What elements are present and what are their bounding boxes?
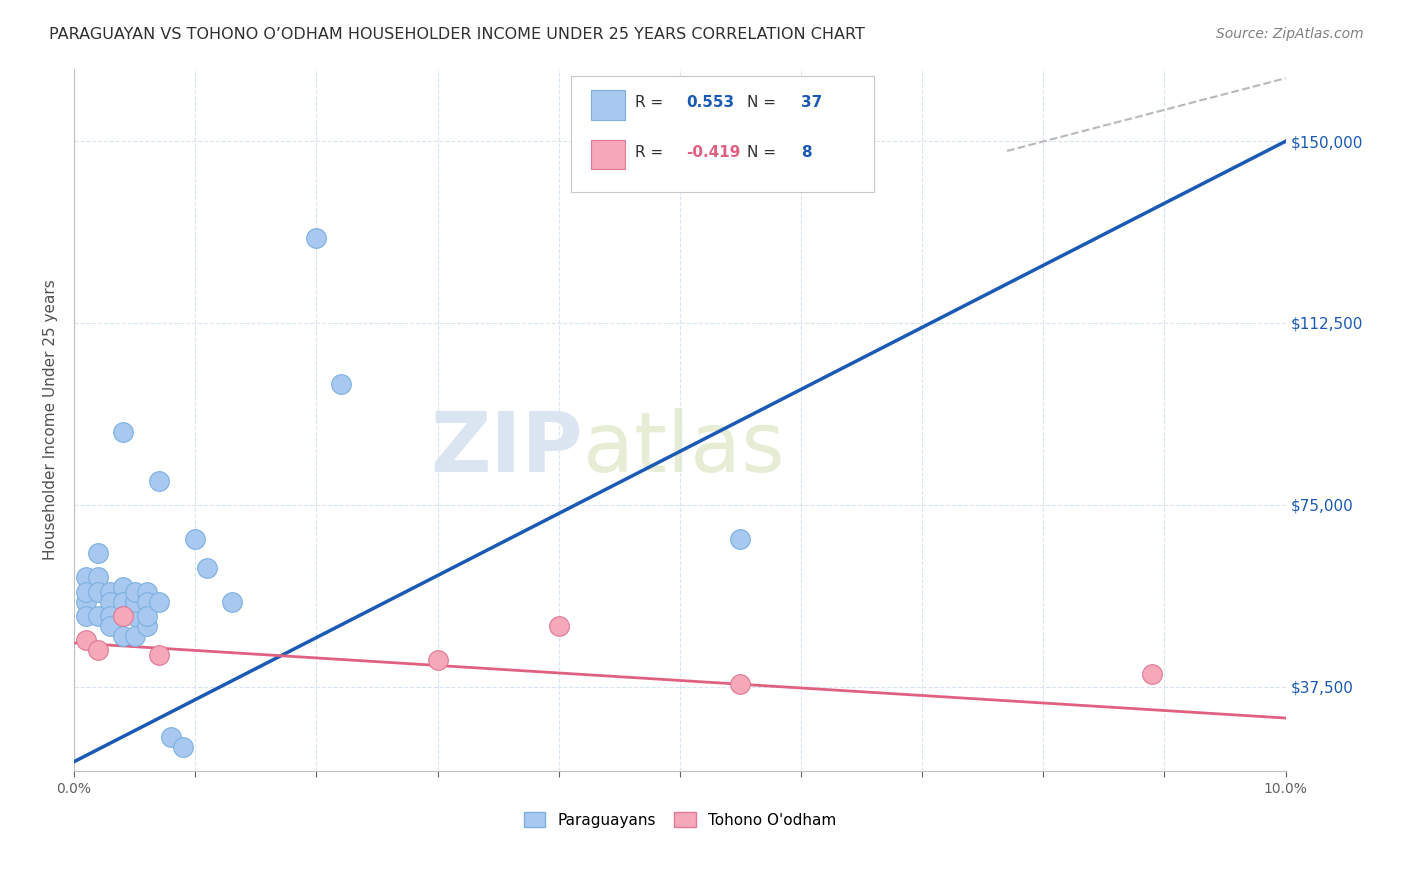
Paraguayans xyxy=(75,585,97,599)
FancyBboxPatch shape xyxy=(571,76,873,192)
Legend: Paraguayans, Tohono O'odham: Paraguayans, Tohono O'odham xyxy=(517,806,842,834)
Text: atlas: atlas xyxy=(583,408,785,489)
Paraguayans xyxy=(124,595,146,609)
Paraguayans xyxy=(730,532,752,546)
Paraguayans xyxy=(329,376,352,391)
Paraguayans xyxy=(87,570,110,584)
Text: N =: N = xyxy=(747,145,780,160)
Tohono O'odham xyxy=(426,653,449,667)
Paraguayans xyxy=(124,595,146,609)
Text: 37: 37 xyxy=(801,95,823,111)
Paraguayans xyxy=(111,580,134,594)
Paraguayans xyxy=(100,595,122,609)
Paraguayans xyxy=(172,740,194,755)
FancyBboxPatch shape xyxy=(592,90,626,120)
Paraguayans xyxy=(124,629,146,643)
Paraguayans xyxy=(111,595,134,609)
Paraguayans xyxy=(195,561,218,575)
Text: Source: ZipAtlas.com: Source: ZipAtlas.com xyxy=(1216,27,1364,41)
Paraguayans xyxy=(135,609,157,624)
Text: PARAGUAYAN VS TOHONO O’ODHAM HOUSEHOLDER INCOME UNDER 25 YEARS CORRELATION CHART: PARAGUAYAN VS TOHONO O’ODHAM HOUSEHOLDER… xyxy=(49,27,865,42)
Tohono O'odham xyxy=(1142,667,1164,681)
Tohono O'odham xyxy=(75,633,97,648)
Paraguayans xyxy=(148,595,170,609)
Paraguayans xyxy=(135,595,157,609)
Paraguayans xyxy=(87,585,110,599)
Tohono O'odham xyxy=(111,609,134,624)
Text: R =: R = xyxy=(636,145,668,160)
Paraguayans xyxy=(100,585,122,599)
Paraguayans xyxy=(851,110,873,124)
Paraguayans xyxy=(75,609,97,624)
FancyBboxPatch shape xyxy=(592,139,626,169)
Tohono O'odham xyxy=(87,643,110,657)
Paraguayans xyxy=(124,585,146,599)
Paraguayans xyxy=(135,619,157,633)
Paraguayans xyxy=(135,585,157,599)
Text: ZIP: ZIP xyxy=(430,408,583,489)
Paraguayans xyxy=(124,609,146,624)
Paraguayans xyxy=(111,629,134,643)
Paraguayans xyxy=(160,731,183,745)
Paraguayans xyxy=(184,532,207,546)
Tohono O'odham xyxy=(148,648,170,662)
Paraguayans xyxy=(87,609,110,624)
Paraguayans xyxy=(111,425,134,439)
Text: 8: 8 xyxy=(801,145,811,160)
Tohono O'odham xyxy=(730,677,752,691)
Text: N =: N = xyxy=(747,95,780,111)
Tohono O'odham xyxy=(547,619,569,633)
Paraguayans xyxy=(221,595,243,609)
Paraguayans xyxy=(111,609,134,624)
Paraguayans xyxy=(305,231,328,245)
Paraguayans xyxy=(87,546,110,560)
Y-axis label: Householder Income Under 25 years: Householder Income Under 25 years xyxy=(44,279,58,560)
Paraguayans xyxy=(100,619,122,633)
Text: 0.553: 0.553 xyxy=(686,95,734,111)
Paraguayans xyxy=(148,474,170,488)
Paraguayans xyxy=(75,570,97,584)
Paraguayans xyxy=(75,595,97,609)
Text: -0.419: -0.419 xyxy=(686,145,741,160)
Text: R =: R = xyxy=(636,95,668,111)
Paraguayans xyxy=(100,609,122,624)
